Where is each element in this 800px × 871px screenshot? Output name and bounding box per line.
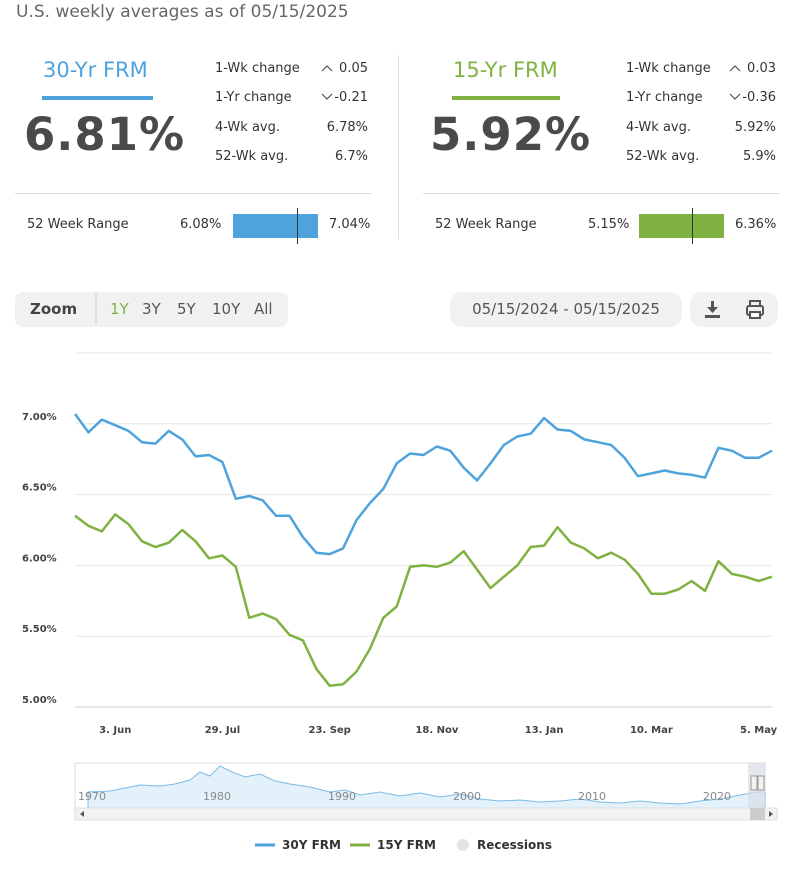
print-icon[interactable] <box>746 300 764 319</box>
stat-value: -0.21 <box>334 90 368 105</box>
plot-area <box>75 353 772 707</box>
navigator-label: 1970 <box>78 790 106 803</box>
underline <box>452 96 560 100</box>
range-label: 52 Week Range <box>435 217 537 232</box>
x-tick-label: 23. Sep <box>309 725 351 736</box>
zoom-button[interactable]: 3Y <box>142 300 161 318</box>
stat-label: 1-Wk change <box>626 61 711 76</box>
navigator-label: 2010 <box>578 790 606 803</box>
divider <box>398 55 399 239</box>
subtitle: U.S. weekly averages as of 05/15/2025 <box>16 2 349 22</box>
stat-label: 4-Wk avg. <box>215 120 280 135</box>
stat-value: 6.7% <box>334 149 368 164</box>
range-low: 6.08% <box>180 217 222 232</box>
stat-label: 52-Wk avg. <box>626 149 700 164</box>
scroll-right[interactable] <box>769 811 773 817</box>
arrows <box>321 65 333 100</box>
scrollbar[interactable] <box>74 807 778 821</box>
stat-value: -0.36 <box>742 90 776 105</box>
y-tick-label: 5.50% <box>22 624 57 635</box>
series-line <box>73 413 773 556</box>
stat-label: 1-Yr change <box>626 90 703 105</box>
range-label: 52 Week Range <box>27 217 129 232</box>
navigator-label: 2020 <box>703 790 731 803</box>
stat-value: 5.9% <box>742 149 776 164</box>
series-line <box>74 513 773 688</box>
legend-label[interactable]: Recessions <box>477 838 552 852</box>
stat-value: 6.78% <box>326 120 368 135</box>
scroll-left[interactable] <box>80 811 84 817</box>
up-arrow <box>729 65 741 72</box>
navigator-label: 2000 <box>453 790 481 803</box>
navigator-series <box>87 765 766 809</box>
x-tick-label: 29. Jul <box>205 725 240 736</box>
date-range: 05/15/2024 - 05/15/2025 <box>472 300 660 318</box>
stat-value: 0.03 <box>747 61 776 76</box>
range-high: 7.04% <box>329 217 371 232</box>
x-tick-label: 13. Jan <box>525 725 564 736</box>
tool-bg <box>690 292 778 327</box>
stat-label: 52-Wk avg. <box>215 149 289 164</box>
range-low: 5.15% <box>588 217 630 232</box>
legend-symbol[interactable] <box>457 839 469 851</box>
zoom-button[interactable]: 1Y <box>110 300 129 318</box>
underline <box>42 96 153 100</box>
stat-label: 1-Wk change <box>215 61 300 76</box>
down-arrow <box>729 93 741 100</box>
product-name: 15-Yr FRM <box>453 58 558 82</box>
navigator-label: 1980 <box>203 790 231 803</box>
product-name: 30-Yr FRM <box>43 58 148 82</box>
zoom-bar <box>15 292 288 327</box>
range-bar <box>639 214 724 238</box>
chart: 1970 1980 1990 2000 2010 2020 Recessions… <box>22 352 778 852</box>
range-marker <box>692 208 693 244</box>
up-arrow <box>321 65 333 72</box>
y-tick-label: 6.00% <box>22 553 57 564</box>
download-icon[interactable] <box>705 301 720 318</box>
date-box[interactable] <box>450 292 682 327</box>
stat-label: 1-Yr change <box>215 90 292 105</box>
legend-label[interactable]: 30Y FRM <box>282 838 341 852</box>
tool-buttons <box>690 292 778 327</box>
zoom-button[interactable]: 10Y <box>212 300 241 318</box>
down-arrow <box>321 93 333 100</box>
y-tick-label: 6.50% <box>22 483 57 494</box>
x-tick-label: 5. May <box>740 725 778 736</box>
navigator-handle[interactable] <box>757 775 765 791</box>
legend-label[interactable]: 15Y FRM <box>377 838 436 852</box>
stat-value: 5.92% <box>734 120 776 135</box>
navigator-handle[interactable] <box>750 775 758 791</box>
rate: 5.92% <box>430 108 592 161</box>
scrollbar-thumb[interactable] <box>750 808 765 820</box>
arrows <box>729 65 741 100</box>
navigator-label: 1990 <box>328 790 356 803</box>
zoom-label: Zoom <box>30 300 78 318</box>
rate: 6.81% <box>24 108 186 161</box>
x-tick-label: 10. Mar <box>630 725 673 736</box>
zoom-button[interactable]: 5Y <box>177 300 196 318</box>
y-tick-label: 5.00% <box>22 695 57 706</box>
range-high: 6.36% <box>735 217 777 232</box>
stat-value: 0.05 <box>339 61 368 76</box>
separator <box>423 193 780 194</box>
range-bar <box>233 214 318 238</box>
y-tick-label: 7.00% <box>22 412 57 423</box>
separator <box>15 193 372 194</box>
range-marker <box>297 208 298 244</box>
x-tick-label: 18. Nov <box>415 725 458 736</box>
zoom-divider <box>95 294 97 325</box>
zoom-button[interactable]: All <box>254 300 273 318</box>
stat-label: 4-Wk avg. <box>626 120 691 135</box>
x-tick-label: 3. Jun <box>99 725 131 736</box>
